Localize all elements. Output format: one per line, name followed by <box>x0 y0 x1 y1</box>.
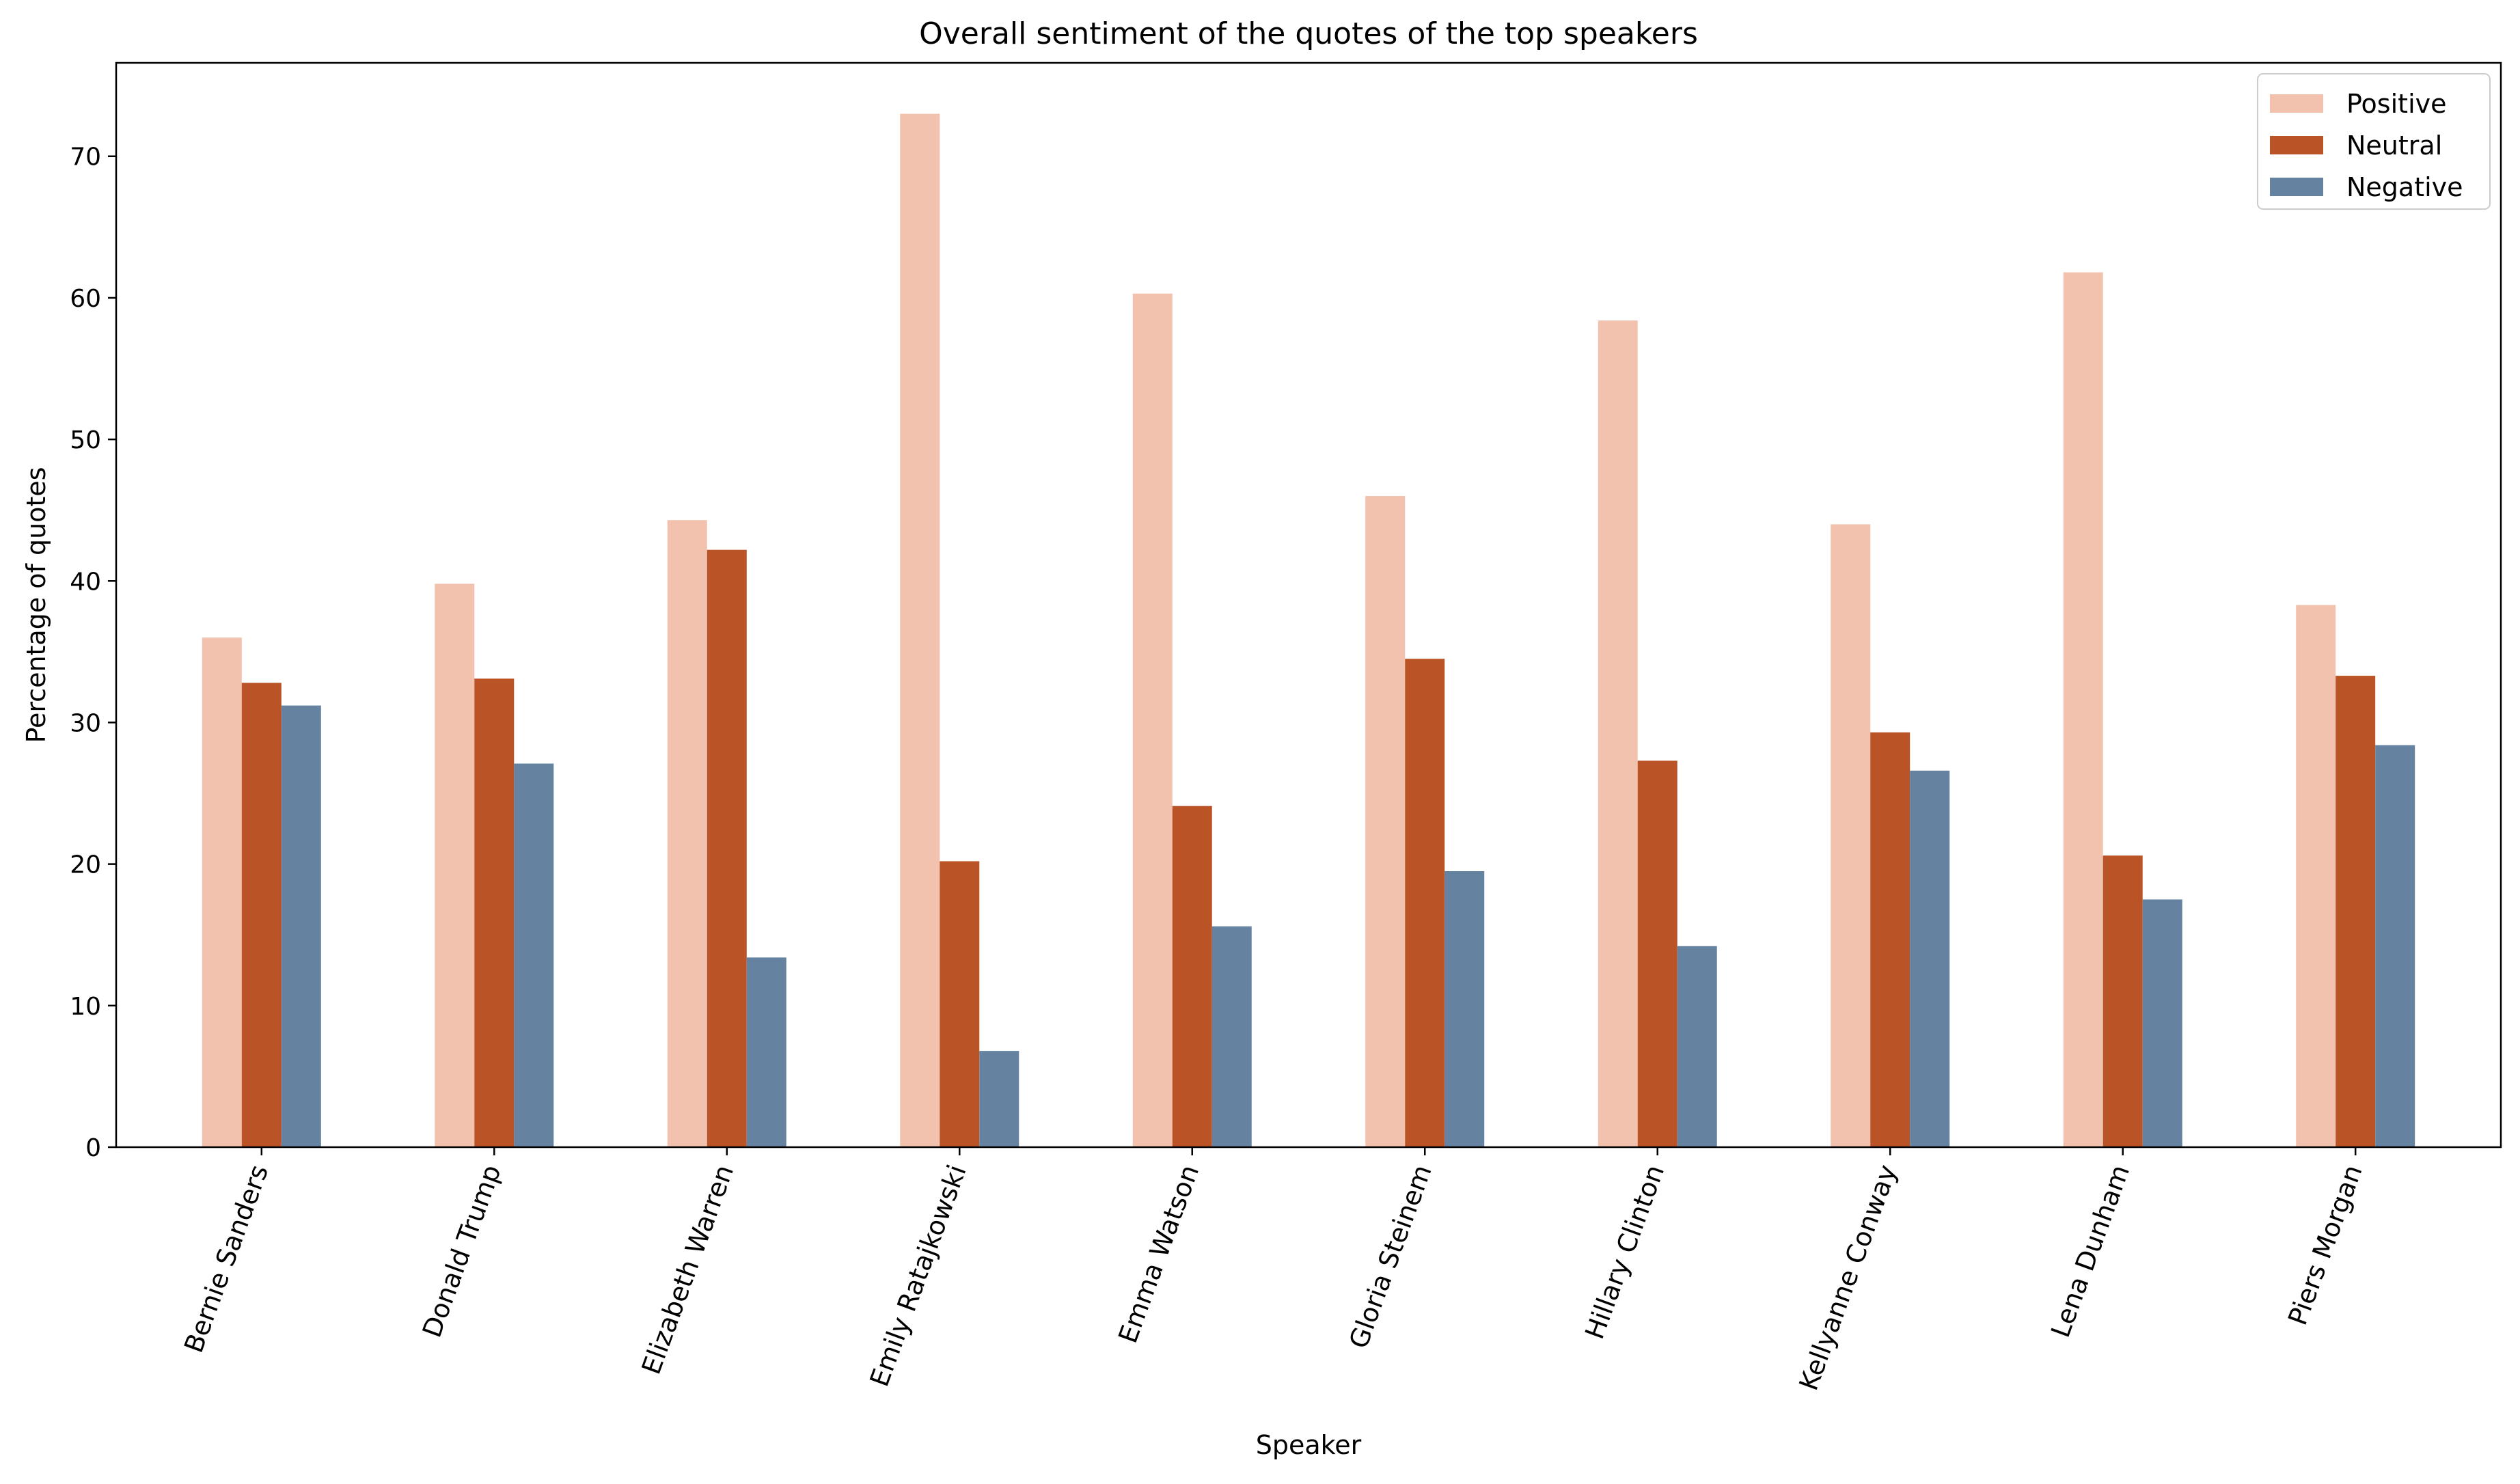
x-tick-label: Emma Watson <box>1112 1161 1205 1347</box>
y-tick-label: 50 <box>70 426 101 454</box>
bar-negative-gloria-steinem <box>1444 870 1485 1147</box>
plot-frame <box>115 61 2502 1149</box>
bar-neutral-elizabeth-warren <box>707 549 747 1147</box>
legend: Positive Neutral Negative <box>2257 73 2491 210</box>
y-tick-label: 70 <box>70 143 101 171</box>
bar-negative-donald-trump <box>514 763 554 1147</box>
y-tick-label: 60 <box>70 285 101 313</box>
x-tick-label: Piers Morgan <box>2282 1161 2368 1329</box>
bar-neutral-gloria-steinem <box>1405 659 1445 1147</box>
chart-title: Overall sentiment of the quotes of the t… <box>919 16 1698 51</box>
bar-negative-piers-morgan <box>2375 745 2415 1147</box>
y-tick-label: 40 <box>70 568 101 596</box>
x-tick-label: Donald Trump <box>417 1161 507 1341</box>
legend-label-neutral: Neutral <box>2346 130 2442 161</box>
bar-positive-kellyanne-conway <box>1831 524 1871 1147</box>
y-tick-label: 0 <box>85 1134 101 1162</box>
x-tick-label: Emily Ratajkowski <box>864 1161 972 1390</box>
x-tick-label: Lena Dunham <box>2045 1161 2135 1341</box>
bar-negative-emma-watson <box>1211 926 1252 1147</box>
y-axis-label: Percentage of quotes <box>21 467 51 743</box>
bar-positive-bernie-sanders <box>202 637 242 1147</box>
x-tick-label: Gloria Steinem <box>1343 1161 1438 1352</box>
bar-negative-bernie-sanders <box>281 705 321 1147</box>
bar-negative-emily-ratajkowski <box>979 1051 1019 1147</box>
bar-negative-kellyanne-conway <box>1910 770 1950 1147</box>
bar-neutral-lena-dunham <box>2103 855 2143 1147</box>
x-tick-label: Bernie Sanders <box>178 1161 274 1357</box>
legend-swatch-neutral <box>2270 136 2323 154</box>
bar-positive-emma-watson <box>1132 293 1173 1148</box>
legend-label-negative: Negative <box>2346 172 2463 202</box>
x-axis-ticks: Bernie Sanders Donald Trump Elizabeth Warr… <box>178 1147 2368 1394</box>
x-tick-label: Kellyanne Conway <box>1793 1161 1902 1394</box>
bar-neutral-hillary-clinton <box>1637 760 1677 1147</box>
legend-label-positive: Positive <box>2346 89 2447 119</box>
bar-positive-gloria-steinem <box>1365 495 1406 1147</box>
x-tick-label: Hillary Clinton <box>1579 1161 1670 1343</box>
y-tick-label: 30 <box>70 709 101 737</box>
bar-positive-hillary-clinton <box>1598 320 1638 1147</box>
y-tick-label: 20 <box>70 851 101 879</box>
legend-swatch-negative <box>2270 178 2323 196</box>
bar-positive-piers-morgan <box>2296 605 2336 1147</box>
bar-neutral-kellyanne-conway <box>1870 732 1910 1147</box>
bar-negative-elizabeth-warren <box>746 957 786 1147</box>
bar-negative-hillary-clinton <box>1677 946 1717 1147</box>
legend-swatch-positive <box>2270 94 2323 113</box>
x-axis-label: Speaker <box>1256 1430 1362 1460</box>
bar-neutral-emma-watson <box>1172 806 1212 1147</box>
y-axis-ticks: 0 10 20 30 40 50 60 70 <box>70 143 116 1162</box>
bar-positive-donald-trump <box>435 583 475 1147</box>
bar-negative-lena-dunham <box>2142 899 2182 1147</box>
bar-neutral-donald-trump <box>474 678 515 1147</box>
bar-positive-elizabeth-warren <box>667 520 707 1147</box>
bar-neutral-piers-morgan <box>2336 676 2376 1147</box>
y-tick-label: 10 <box>70 993 101 1021</box>
bar-positive-lena-dunham <box>2063 272 2103 1148</box>
bar-positive-emily-ratajkowski <box>900 113 940 1148</box>
bar-neutral-emily-ratajkowski <box>940 861 980 1147</box>
bars-layer <box>202 113 2415 1148</box>
x-tick-label: Elizabeth Warren <box>636 1161 740 1378</box>
bar-neutral-bernie-sanders <box>241 683 282 1147</box>
